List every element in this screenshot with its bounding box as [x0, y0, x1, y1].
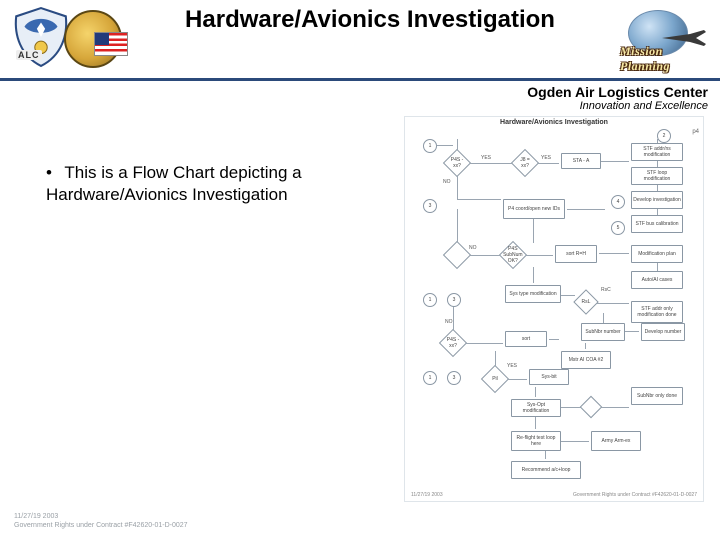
flow-line: [533, 267, 534, 283]
flow-node: SubNbr only done: [631, 387, 683, 405]
bullet-item: • This is a Flow Chart depicting a Hardw…: [46, 162, 346, 206]
flow-node: STF addr only modification done: [631, 301, 683, 323]
bullet-marker: •: [46, 162, 60, 184]
bullet-text: This is a Flow Chart depicting a Hardwar…: [46, 163, 302, 204]
flow-line: [603, 313, 604, 323]
flow-node: STF loop modification: [631, 167, 683, 185]
flow-node: RsL: [573, 289, 598, 314]
flow-line: [467, 163, 513, 164]
flowchart-footer-left: 11/27/19 2003: [411, 492, 443, 498]
flow-line: [437, 145, 453, 146]
flow-line: [585, 343, 586, 349]
flow-connector: 4: [611, 195, 625, 209]
flow-line: [457, 175, 458, 199]
flow-line: [457, 209, 458, 243]
flow-line: [535, 417, 536, 429]
flowchart-panel: Hardware/Avionics Investigation p4 1 2 3 4 5…: [404, 116, 704, 502]
org-name: Ogden Air Logistics Center: [527, 84, 708, 100]
footer-date: 11/27/19 2003: [14, 512, 188, 521]
flowchart-footer-right: Government Rights under Contract #F42620…: [573, 492, 697, 498]
flow-node: Pil: [481, 365, 509, 393]
flow-node: P4 coord/open new IDs: [503, 199, 565, 219]
right-insignia: Mission Planning: [610, 8, 710, 76]
flow-line: [533, 219, 534, 243]
flow-node: P4S SubNum OK?: [499, 241, 527, 269]
flow-line: [599, 253, 629, 254]
flow-node: Develop investigation: [631, 191, 683, 209]
flow-node: STA - A: [561, 153, 601, 169]
flow-node: STF addr/ns modification: [631, 143, 683, 161]
flow-line: [657, 263, 658, 271]
footer-rights: Government Rights under Contract #F42620…: [14, 521, 188, 530]
flow-node: P4S - xx?: [439, 329, 467, 357]
flow-node: Sys-Opt modification: [511, 399, 561, 417]
flow-line: [525, 255, 553, 256]
flow-edge-label: YES: [507, 363, 517, 369]
left-insignia: ALC: [10, 4, 130, 74]
alc-label: ALC: [16, 50, 42, 60]
flow-node: [443, 241, 471, 269]
flow-connector: 1: [423, 293, 437, 307]
flow-connector: 1: [423, 371, 437, 385]
flow-line: [463, 343, 503, 344]
slide-title: Hardware/Avionics Investigation: [180, 6, 560, 34]
slide: ALC Hardware/Avionics Investigation Miss…: [0, 0, 720, 540]
flow-node: Auto/AI cases: [631, 271, 683, 289]
flow-line: [457, 199, 501, 200]
flow-line: [601, 161, 629, 162]
flow-node: Re-flight test loop here: [511, 431, 561, 451]
flow-edge-label: NO: [443, 179, 451, 185]
flow-line: [549, 339, 559, 340]
flag-icon: [94, 32, 128, 56]
flow-line: [567, 209, 605, 210]
flow-line: [535, 387, 536, 397]
flow-node: Mstr AI COA #2: [561, 351, 611, 369]
flow-node: sort R=H: [555, 245, 597, 263]
flowchart-title: Hardware/Avionics Investigation: [405, 119, 703, 126]
flow-edge-label: YES: [481, 155, 491, 161]
flow-edge-label: YES: [541, 155, 551, 161]
flow-line: [561, 407, 581, 408]
flow-connector: 2: [657, 129, 671, 143]
flow-node: Recommend a/c+loop: [511, 461, 581, 479]
flow-line: [561, 441, 589, 442]
flow-connector: 1: [423, 139, 437, 153]
flow-node: P4S - xx?: [443, 149, 471, 177]
flow-node: STF bus calibration: [631, 215, 683, 233]
header: ALC Hardware/Avionics Investigation Miss…: [0, 0, 720, 80]
header-rule: [0, 78, 720, 81]
flow-line: [545, 451, 546, 459]
slide-footer: 11/27/19 2003 Government Rights under Co…: [14, 512, 188, 530]
org-tagline: Innovation and Excellence: [580, 100, 708, 112]
flow-connector: 3: [447, 293, 461, 307]
flow-line: [597, 303, 629, 304]
flow-line: [625, 331, 639, 332]
flow-node: Army Arm-ex: [591, 431, 641, 451]
flow-node: Modification plan: [631, 245, 683, 263]
flow-edge-label: NO: [469, 245, 477, 251]
flow-line: [601, 407, 629, 408]
flow-node: Develop number: [641, 323, 685, 341]
flow-node: Sys type modification: [505, 285, 561, 303]
flow-node: sort: [505, 331, 547, 347]
flow-line: [467, 255, 501, 256]
flow-node: [580, 396, 603, 419]
flow-connector: 5: [611, 221, 625, 235]
flow-node: SubNbr number: [581, 323, 625, 341]
flow-edge-label: RsC: [601, 287, 611, 293]
flow-connector: 3: [447, 371, 461, 385]
ribbon-label: Mission Planning: [620, 44, 710, 74]
flowchart-page: p4: [692, 129, 699, 135]
flow-node: Sys-bit: [529, 369, 569, 385]
flow-node: J8 = xx?: [511, 149, 539, 177]
flow-edge-label: NO: [445, 319, 453, 325]
flow-line: [561, 295, 575, 296]
flow-connector: 3: [423, 199, 437, 213]
